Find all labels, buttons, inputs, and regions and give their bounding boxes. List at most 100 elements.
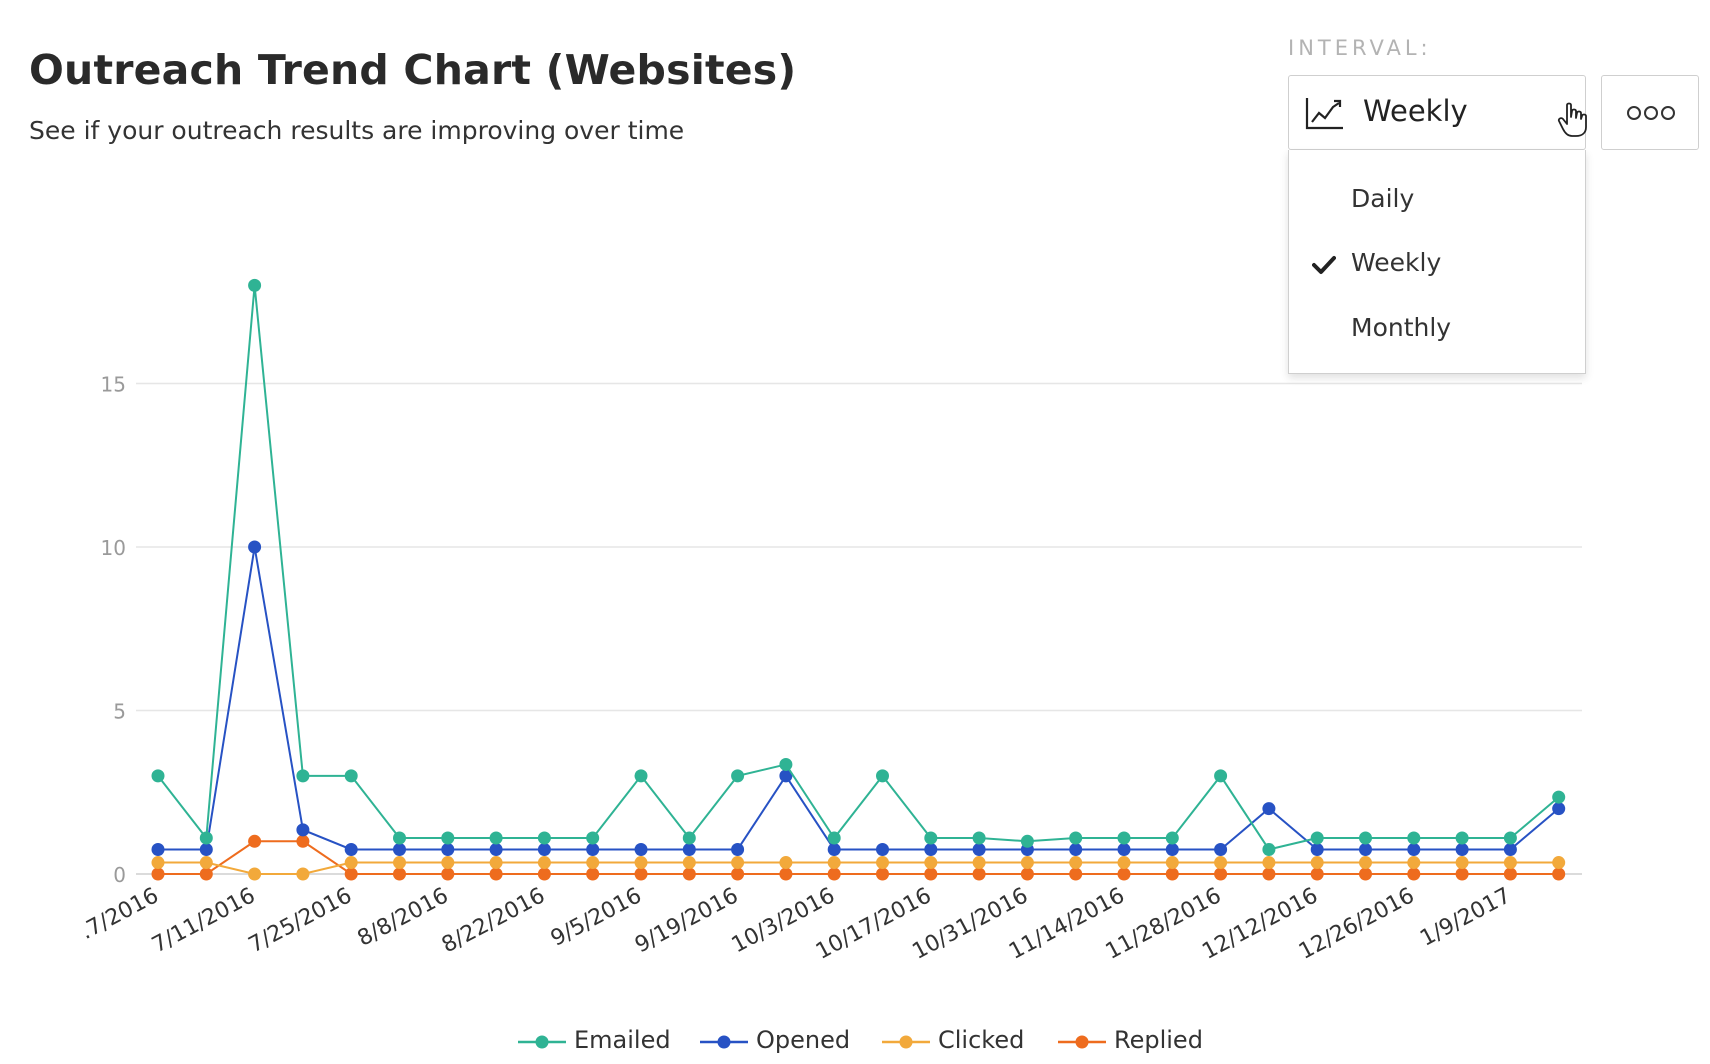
- data-point-emailed[interactable]: [1359, 831, 1372, 845]
- data-point-emailed[interactable]: [1455, 831, 1469, 845]
- data-point-emailed[interactable]: [1407, 831, 1421, 845]
- data-point-replied[interactable]: [296, 834, 310, 848]
- data-point-emailed[interactable]: [441, 831, 455, 845]
- data-point-replied[interactable]: [1503, 867, 1517, 881]
- data-point-emailed[interactable]: [1020, 834, 1034, 848]
- data-point-opened[interactable]: [876, 842, 889, 856]
- data-point-emailed[interactable]: [827, 831, 841, 845]
- data-point-clicked[interactable]: [1069, 856, 1083, 870]
- data-point-clicked[interactable]: [1310, 856, 1324, 870]
- data-point-clicked[interactable]: [199, 856, 213, 870]
- data-point-clicked[interactable]: [1262, 856, 1276, 870]
- data-point-opened[interactable]: [779, 769, 793, 783]
- data-point-replied[interactable]: [827, 867, 841, 881]
- data-point-replied[interactable]: [779, 867, 793, 881]
- data-point-opened[interactable]: [441, 842, 455, 856]
- data-point-clicked[interactable]: [1165, 856, 1179, 870]
- data-point-emailed[interactable]: [779, 757, 793, 771]
- data-point-clicked[interactable]: [1117, 856, 1131, 870]
- data-point-emailed[interactable]: [1503, 831, 1517, 845]
- data-point-emailed[interactable]: [1552, 790, 1566, 804]
- data-point-opened[interactable]: [296, 823, 310, 837]
- data-point-clicked[interactable]: [489, 856, 503, 870]
- data-point-opened[interactable]: [1214, 842, 1228, 856]
- data-point-opened[interactable]: [1407, 842, 1421, 856]
- data-point-emailed[interactable]: [248, 278, 262, 292]
- data-point-emailed[interactable]: [731, 769, 745, 783]
- data-point-opened[interactable]: [1552, 802, 1566, 816]
- data-point-replied[interactable]: [1359, 867, 1372, 881]
- data-point-opened[interactable]: [731, 842, 745, 856]
- data-point-clicked[interactable]: [827, 856, 841, 870]
- data-point-replied[interactable]: [731, 867, 745, 881]
- data-point-opened[interactable]: [634, 842, 648, 856]
- data-point-opened[interactable]: [924, 842, 938, 856]
- data-point-replied[interactable]: [344, 867, 358, 881]
- data-point-emailed[interactable]: [634, 769, 648, 783]
- data-point-opened[interactable]: [682, 842, 696, 856]
- interval-option-monthly[interactable]: Monthly: [1289, 299, 1585, 359]
- data-point-clicked[interactable]: [924, 856, 938, 870]
- data-point-clicked[interactable]: [1407, 856, 1421, 870]
- data-point-opened[interactable]: [1503, 842, 1517, 856]
- data-point-clicked[interactable]: [1503, 856, 1517, 870]
- data-point-replied[interactable]: [972, 867, 986, 881]
- data-point-replied[interactable]: [1455, 867, 1469, 881]
- data-point-replied[interactable]: [682, 867, 696, 881]
- data-point-replied[interactable]: [489, 867, 503, 881]
- data-point-clicked[interactable]: [151, 856, 165, 870]
- data-point-emailed[interactable]: [876, 769, 889, 783]
- data-point-replied[interactable]: [199, 867, 213, 881]
- data-point-replied[interactable]: [1020, 867, 1034, 881]
- data-point-clicked[interactable]: [779, 856, 793, 870]
- data-point-replied[interactable]: [586, 867, 600, 881]
- data-point-emailed[interactable]: [1117, 831, 1131, 845]
- data-point-emailed[interactable]: [1310, 831, 1324, 845]
- data-point-replied[interactable]: [924, 867, 938, 881]
- data-point-opened[interactable]: [1359, 842, 1372, 856]
- data-point-clicked[interactable]: [731, 856, 745, 870]
- data-point-replied[interactable]: [393, 867, 406, 881]
- data-point-emailed[interactable]: [296, 769, 310, 783]
- data-point-emailed[interactable]: [1214, 769, 1228, 783]
- data-point-opened[interactable]: [344, 842, 358, 856]
- data-point-emailed[interactable]: [489, 831, 503, 845]
- data-point-clicked[interactable]: [393, 856, 406, 870]
- more-options-button[interactable]: [1601, 75, 1699, 150]
- data-point-replied[interactable]: [537, 867, 551, 881]
- data-point-opened[interactable]: [1117, 842, 1131, 856]
- data-point-replied[interactable]: [1069, 867, 1083, 881]
- data-point-opened[interactable]: [1069, 842, 1083, 856]
- data-point-replied[interactable]: [1117, 867, 1131, 881]
- data-point-emailed[interactable]: [1069, 831, 1083, 845]
- data-point-replied[interactable]: [1214, 867, 1228, 881]
- data-point-opened[interactable]: [586, 842, 600, 856]
- data-point-clicked[interactable]: [344, 856, 358, 870]
- data-point-opened[interactable]: [1455, 842, 1469, 856]
- data-point-emailed[interactable]: [682, 831, 696, 845]
- data-point-emailed[interactable]: [344, 769, 358, 783]
- data-point-opened[interactable]: [1165, 842, 1179, 856]
- data-point-replied[interactable]: [1407, 867, 1421, 881]
- data-point-opened[interactable]: [1262, 802, 1276, 816]
- data-point-replied[interactable]: [634, 867, 648, 881]
- data-point-clicked[interactable]: [972, 856, 986, 870]
- data-point-opened[interactable]: [537, 842, 551, 856]
- interval-option-daily[interactable]: Daily: [1289, 170, 1585, 230]
- data-point-emailed[interactable]: [1262, 842, 1276, 856]
- data-point-emailed[interactable]: [537, 831, 551, 845]
- interval-select[interactable]: Weekly: [1288, 75, 1587, 150]
- data-point-emailed[interactable]: [972, 831, 986, 845]
- data-point-emailed[interactable]: [1165, 831, 1179, 845]
- data-point-replied[interactable]: [1310, 867, 1324, 881]
- data-point-opened[interactable]: [393, 842, 406, 856]
- data-point-clicked[interactable]: [1552, 856, 1566, 870]
- data-point-opened[interactable]: [151, 842, 165, 856]
- data-point-replied[interactable]: [1165, 867, 1179, 881]
- data-point-opened[interactable]: [199, 842, 213, 856]
- data-point-clicked[interactable]: [876, 856, 889, 870]
- data-point-clicked[interactable]: [1214, 856, 1228, 870]
- data-point-emailed[interactable]: [586, 831, 600, 845]
- data-point-opened[interactable]: [972, 842, 986, 856]
- data-point-clicked[interactable]: [1020, 856, 1034, 870]
